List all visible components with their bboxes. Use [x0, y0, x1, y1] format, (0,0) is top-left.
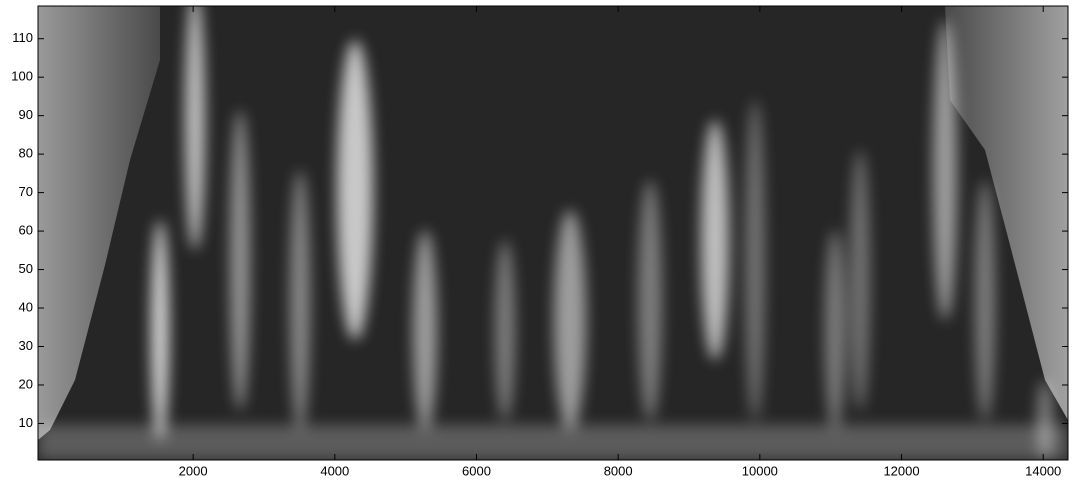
y-tick-label: 110: [12, 30, 33, 45]
y-tick-label: 30: [19, 338, 33, 353]
y-tick-label: 80: [19, 146, 33, 161]
y-tick-label: 50: [19, 261, 33, 276]
y-tick-label: 100: [11, 69, 33, 84]
y-tick-label: 60: [19, 223, 33, 238]
y-tick-label: 90: [19, 107, 33, 122]
y-tick-label: 70: [19, 184, 33, 199]
x-tick-label: 4000: [320, 463, 349, 478]
x-tick-label: 8000: [604, 463, 633, 478]
y-tick-label: 10: [19, 415, 33, 430]
plot-frame: [37, 5, 1069, 461]
y-tick-label: 40: [19, 299, 33, 314]
x-tick-label: 2000: [179, 463, 208, 478]
x-tick-label: 14000: [1025, 463, 1061, 478]
scalogram-image: [38, 6, 1068, 460]
x-tick-label: 10000: [742, 463, 778, 478]
x-tick-label: 6000: [462, 463, 491, 478]
y-tick-label: 20: [19, 376, 33, 391]
x-tick-label: 12000: [883, 463, 919, 478]
